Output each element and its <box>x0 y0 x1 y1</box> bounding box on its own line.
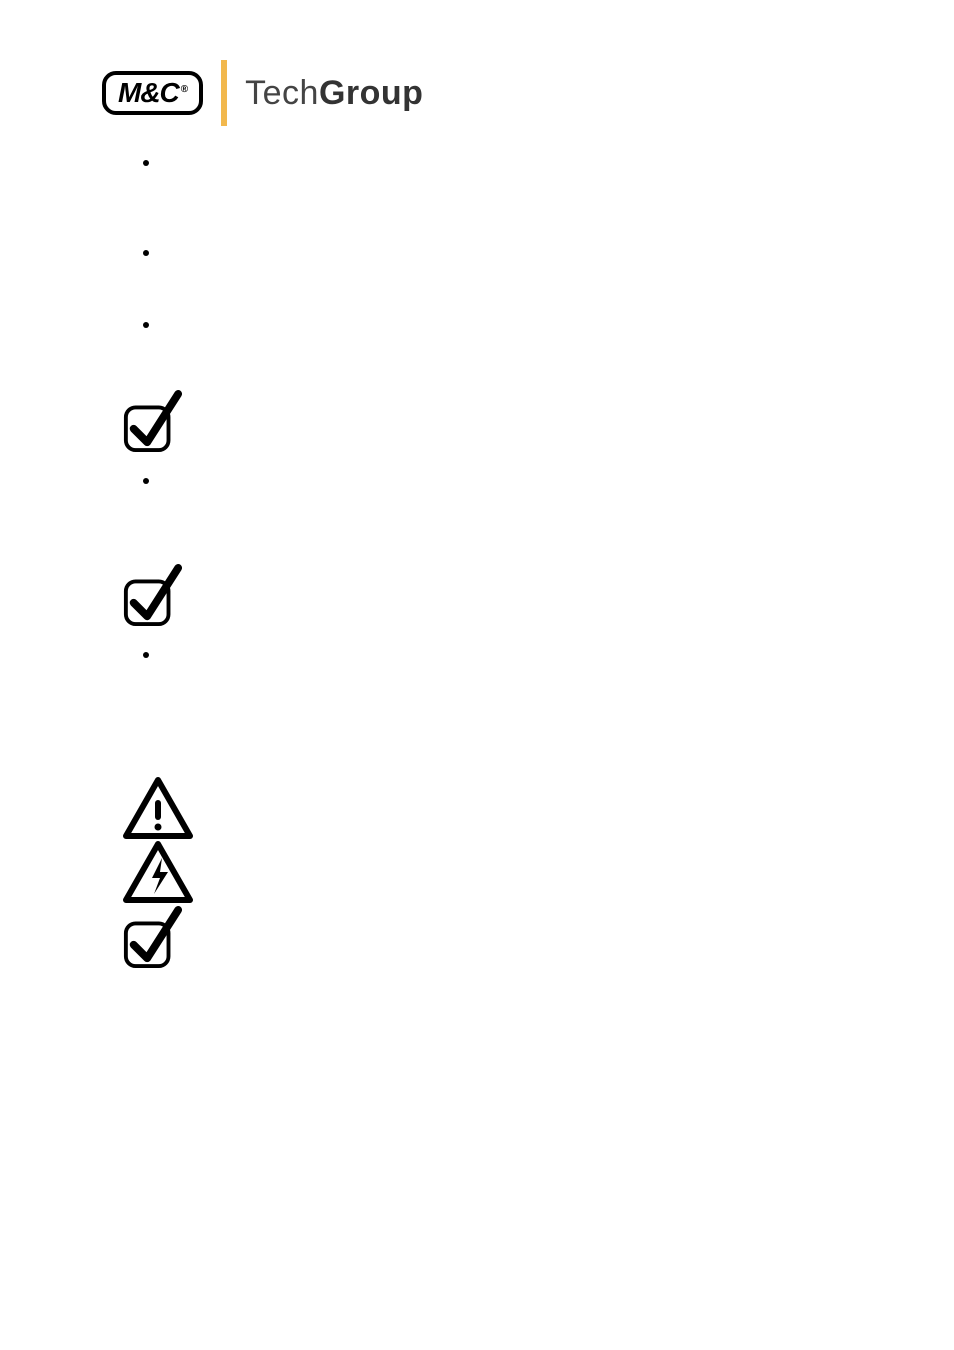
wordmark-bold: Group <box>319 74 423 112</box>
callout-text <box>202 904 859 924</box>
badge-text: M&C <box>118 79 179 107</box>
checkbox-checked-icon <box>122 562 202 628</box>
bullet-icon <box>143 478 149 484</box>
callout-row <box>122 840 859 904</box>
list-text <box>170 646 859 666</box>
callout-text <box>202 776 859 796</box>
bullet-icon <box>143 652 149 658</box>
list-item <box>122 472 859 492</box>
content-list <box>122 154 859 970</box>
bullet-icon <box>143 250 149 256</box>
list-text <box>170 472 859 492</box>
list-item <box>122 316 859 336</box>
list-item <box>122 154 859 174</box>
callout-row <box>122 562 859 628</box>
callout-text <box>202 562 859 582</box>
list-text <box>170 244 859 264</box>
checkbox-checked-icon <box>122 904 202 970</box>
logo-header: M&C® TechGroup <box>102 60 859 126</box>
logo-divider <box>221 60 227 126</box>
bullet-icon <box>143 160 149 166</box>
callout-row <box>122 776 859 840</box>
callout-row <box>122 904 859 970</box>
wordmark-thin: Tech <box>245 74 319 112</box>
wordmark: TechGroup <box>245 74 423 113</box>
list-item <box>122 244 859 264</box>
checkbox-checked-icon <box>122 388 202 454</box>
list-text <box>170 154 859 174</box>
list-text <box>170 316 859 336</box>
callout-text <box>202 388 859 408</box>
bullet-icon <box>143 322 149 328</box>
document-page: M&C® TechGroup <box>0 0 954 1350</box>
list-item <box>122 646 859 666</box>
callout-text <box>202 840 859 860</box>
registered-mark: ® <box>181 85 187 95</box>
mc-badge: M&C® <box>102 71 203 115</box>
callout-row <box>122 388 859 454</box>
warning-triangle-icon <box>122 776 202 840</box>
high-voltage-triangle-icon <box>122 840 202 904</box>
